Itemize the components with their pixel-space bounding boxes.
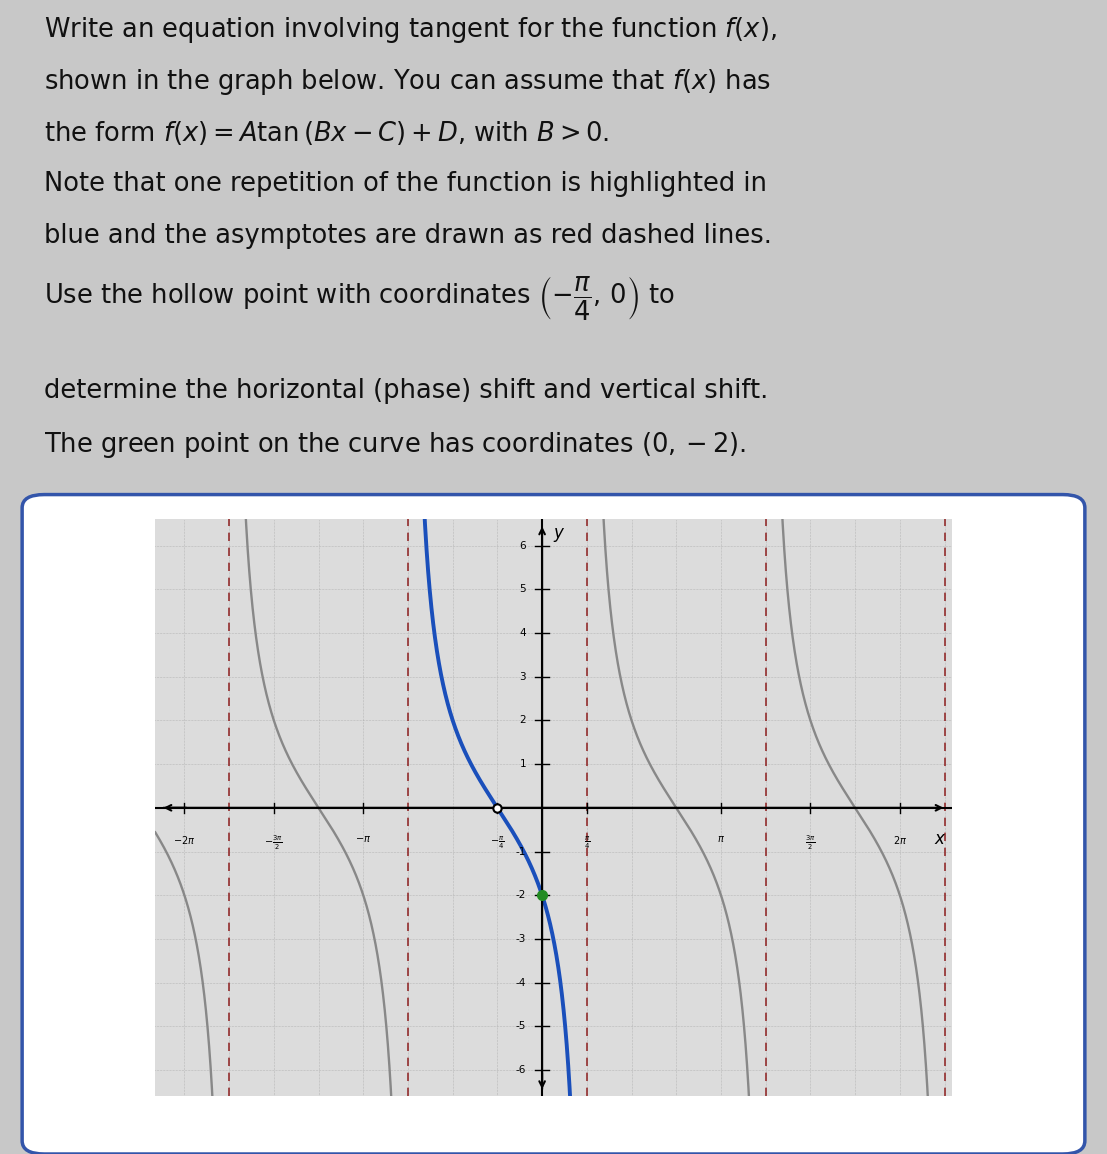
Text: Write an equation involving tangent for the function $f(x)$,: Write an equation involving tangent for … (44, 15, 777, 45)
Text: 4: 4 (519, 628, 526, 638)
Text: $-2\pi$: $-2\pi$ (173, 834, 196, 846)
Text: Use the hollow point with coordinates $\left(-\dfrac{\pi}{4},\,0\right)$ to: Use the hollow point with coordinates $\… (44, 275, 675, 322)
Text: Note that one repetition of the function is highlighted in: Note that one repetition of the function… (44, 171, 767, 196)
Text: $x$: $x$ (934, 830, 946, 848)
Text: 1: 1 (519, 759, 526, 769)
Text: determine the horizontal (phase) shift and vertical shift.: determine the horizontal (phase) shift a… (44, 379, 768, 404)
Text: $y$: $y$ (554, 526, 566, 544)
Text: $-\frac{\pi}{4}$: $-\frac{\pi}{4}$ (490, 834, 505, 850)
FancyBboxPatch shape (22, 495, 1085, 1154)
Text: $\frac{3\pi}{2}$: $\frac{3\pi}{2}$ (805, 834, 816, 853)
Text: $2\pi$: $2\pi$ (892, 834, 907, 846)
Text: 5: 5 (519, 584, 526, 594)
Text: 3: 3 (519, 672, 526, 682)
Text: 2: 2 (519, 715, 526, 726)
Text: -1: -1 (516, 847, 526, 856)
Text: blue and the asymptotes are drawn as red dashed lines.: blue and the asymptotes are drawn as red… (44, 223, 773, 248)
Text: -4: -4 (516, 977, 526, 988)
Text: -2: -2 (516, 890, 526, 900)
Text: The green point on the curve has coordinates $(0, -2)$.: The green point on the curve has coordin… (44, 430, 746, 460)
Text: 6: 6 (519, 540, 526, 550)
Text: $\pi$: $\pi$ (717, 834, 725, 844)
Text: $-\pi$: $-\pi$ (355, 834, 371, 844)
Text: -5: -5 (516, 1021, 526, 1032)
Text: -3: -3 (516, 934, 526, 944)
Text: $-\frac{3\pi}{2}$: $-\frac{3\pi}{2}$ (265, 834, 283, 853)
Text: the form $f(x) = A\tan\left(Bx - C\right) + D$, with $B > 0$.: the form $f(x) = A\tan\left(Bx - C\right… (44, 119, 610, 147)
Text: -6: -6 (516, 1065, 526, 1076)
Text: $\frac{\pi}{4}$: $\frac{\pi}{4}$ (583, 834, 590, 850)
Text: shown in the graph below. You can assume that $f(x)$ has: shown in the graph below. You can assume… (44, 67, 772, 97)
